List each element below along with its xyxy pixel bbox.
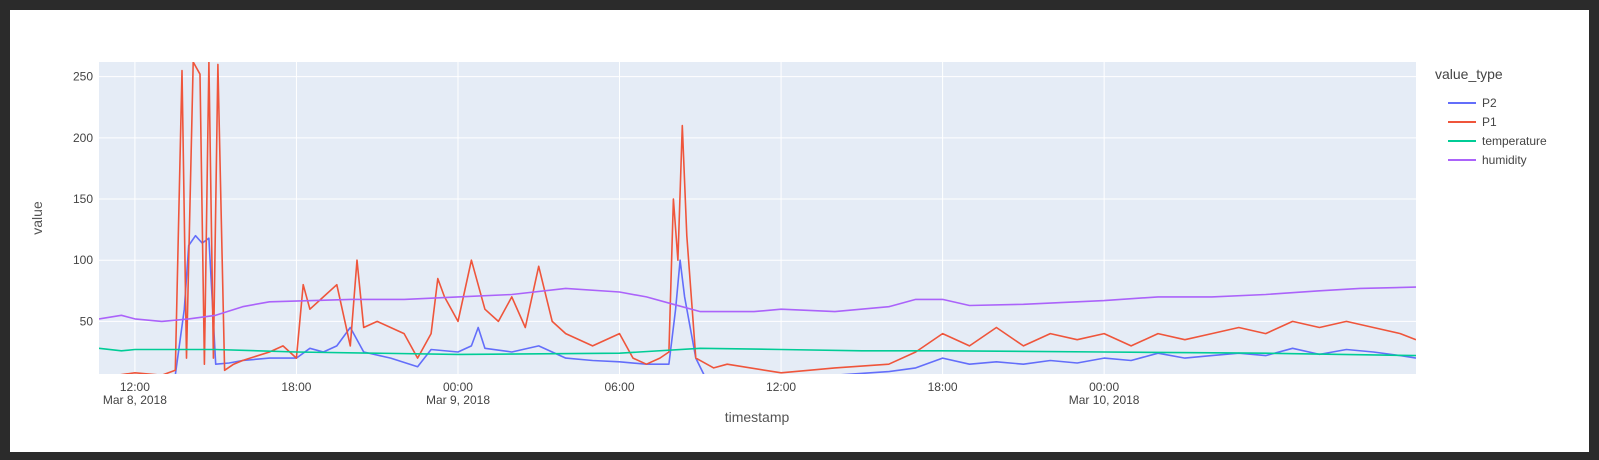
x-tick-label: 12:00 bbox=[766, 380, 796, 394]
legend-title: value_type bbox=[1435, 66, 1503, 82]
series-line-temperature bbox=[99, 347, 1416, 357]
y-tick-label: 150 bbox=[73, 192, 93, 206]
x-tick-date-label: Mar 10, 2018 bbox=[1069, 393, 1140, 407]
x-tick-date-label: Mar 9, 2018 bbox=[426, 393, 490, 407]
legend-label-temperature[interactable]: temperature bbox=[1482, 134, 1547, 148]
x-tick-label: 12:00 bbox=[120, 380, 150, 394]
y-tick-label: 200 bbox=[73, 131, 93, 145]
x-tick-label: 00:00 bbox=[443, 380, 473, 394]
x-tick-date-label: Mar 8, 2018 bbox=[103, 393, 167, 407]
y-tick-label: 250 bbox=[73, 70, 93, 84]
legend-label-P2[interactable]: P2 bbox=[1482, 96, 1497, 110]
x-tick-label: 06:00 bbox=[605, 380, 635, 394]
x-tick-label: 18:00 bbox=[928, 380, 958, 394]
legend: value_type P2 P1 temperature humidity bbox=[1435, 66, 1547, 167]
y-tick-label: 50 bbox=[80, 314, 94, 328]
y-gridlines bbox=[99, 76, 1416, 322]
y-tick-label: 100 bbox=[73, 253, 93, 267]
x-tick-label: 18:00 bbox=[281, 380, 311, 394]
x-gridlines bbox=[134, 62, 1105, 374]
legend-label-P1[interactable]: P1 bbox=[1482, 115, 1497, 129]
plot-background bbox=[99, 62, 1416, 374]
x-axis-title: timestamp bbox=[725, 409, 790, 425]
x-tick-label: 00:00 bbox=[1089, 380, 1119, 394]
series-lines bbox=[99, 62, 1416, 374]
chart-frame: 12:00 Mar 8, 2018 18:00 00:00 Mar 9, 2018 06:… bbox=[10, 10, 1589, 452]
y-tick-labels: 50 100 150 200 250 bbox=[73, 70, 93, 329]
series-line-humidity bbox=[99, 286, 1416, 323]
series-line-P1 bbox=[120, 62, 1416, 374]
legend-label-humidity[interactable]: humidity bbox=[1482, 153, 1527, 167]
y-axis-title: value bbox=[29, 201, 45, 235]
